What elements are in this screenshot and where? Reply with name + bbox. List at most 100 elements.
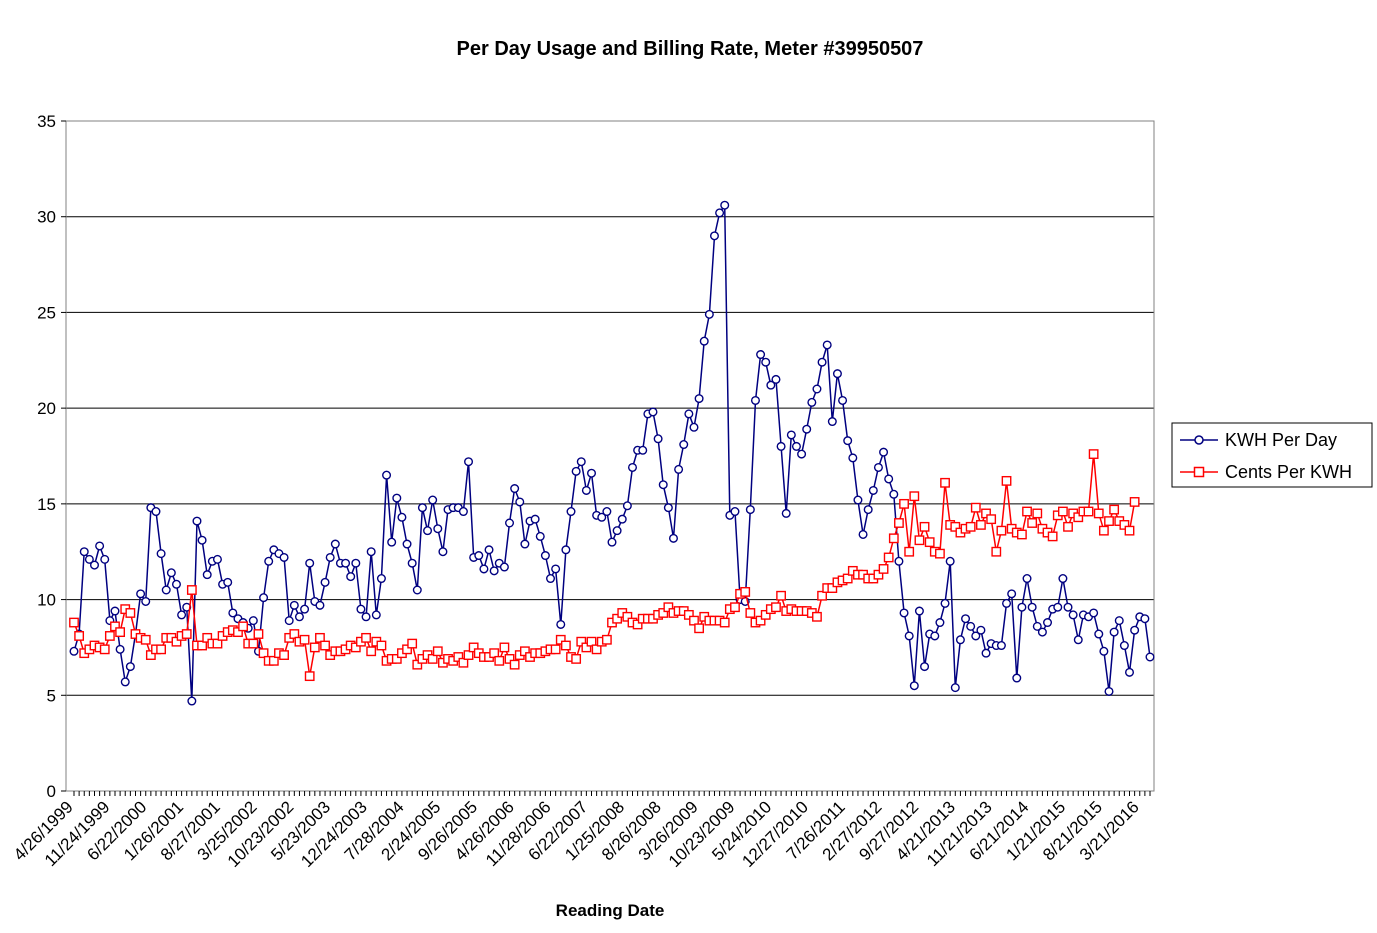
data-point	[519, 646, 530, 657]
data-point	[940, 598, 950, 608]
data-point	[612, 613, 623, 624]
gridlines	[66, 216, 1154, 696]
data-point	[248, 638, 259, 649]
data-point	[212, 638, 223, 649]
data-point	[1104, 516, 1114, 526]
data-point	[74, 631, 85, 641]
data-point	[186, 585, 197, 595]
data-point	[412, 585, 422, 595]
data-point	[1002, 598, 1012, 608]
data-point	[530, 514, 540, 524]
data-point	[309, 642, 320, 653]
data-point	[863, 505, 873, 515]
data-point	[683, 609, 694, 620]
data-point	[520, 539, 530, 549]
y-tick-label: 30	[37, 208, 56, 227]
data-point	[427, 654, 438, 664]
data-point	[899, 498, 909, 509]
data-point	[479, 564, 489, 574]
data-point	[776, 441, 786, 451]
legend-box	[1171, 422, 1373, 488]
data-point	[561, 545, 571, 555]
data-point	[264, 556, 274, 566]
y-axis: 0 5 10 15 20 25 30 35	[37, 112, 66, 801]
data-point	[1057, 506, 1068, 517]
data-point	[268, 655, 279, 666]
data-point	[320, 577, 330, 587]
data-point	[104, 631, 115, 641]
data-point	[279, 552, 289, 562]
data-point	[248, 616, 258, 626]
data-point	[694, 623, 705, 634]
data-point	[510, 484, 520, 494]
data-point	[745, 505, 755, 515]
legend-label-kwh: KWH Per Day	[1225, 430, 1337, 450]
legend-marker-kwh	[1194, 435, 1204, 445]
data-point	[407, 638, 418, 649]
data-point	[474, 551, 484, 561]
data-point	[284, 616, 294, 626]
data-point	[100, 554, 110, 564]
data-point	[838, 395, 848, 405]
data-point	[202, 632, 213, 643]
data-point	[878, 564, 889, 574]
y-tick-label: 35	[37, 112, 56, 131]
data-point	[540, 551, 550, 561]
data-point	[786, 430, 796, 440]
chart-title: Per Day Usage and Billing Rate, Meter #3…	[457, 38, 924, 60]
data-point	[674, 464, 684, 474]
data-point	[802, 424, 812, 434]
data-point	[392, 493, 402, 503]
data-point	[136, 589, 146, 599]
data-point	[883, 552, 894, 563]
data-point	[151, 507, 161, 517]
data-point	[197, 535, 207, 545]
legend-marker-cents	[1193, 466, 1205, 478]
data-point	[171, 579, 181, 589]
data-point	[991, 546, 1002, 557]
data-point	[387, 537, 397, 547]
x-axis-title: Reading Date	[556, 901, 665, 920]
data-point	[115, 627, 126, 638]
data-point	[463, 650, 474, 660]
data-point	[1063, 602, 1073, 612]
data-point	[566, 507, 576, 517]
data-point	[397, 512, 407, 522]
data-point	[304, 671, 315, 682]
data-point	[228, 608, 238, 618]
y-tick-label: 20	[37, 399, 56, 418]
data-point	[924, 537, 935, 548]
data-point	[371, 610, 381, 620]
data-point	[177, 610, 187, 620]
data-point	[110, 606, 120, 616]
data-point	[709, 231, 719, 241]
data-point	[919, 521, 930, 532]
data-point	[848, 453, 858, 463]
data-point	[1125, 667, 1135, 677]
data-point	[607, 537, 617, 547]
data-point	[468, 642, 479, 653]
data-point	[366, 646, 377, 657]
series-layer	[69, 200, 1155, 706]
data-point	[760, 609, 771, 620]
data-point	[95, 541, 105, 551]
data-point	[766, 380, 776, 390]
data-point	[879, 447, 889, 457]
data-point	[679, 440, 689, 450]
data-point	[904, 631, 914, 641]
data-point	[873, 462, 883, 472]
data-point	[351, 558, 361, 568]
data-point	[689, 615, 699, 626]
data-point	[807, 397, 817, 407]
data-point	[1140, 614, 1150, 624]
data-point	[842, 573, 853, 584]
data-point	[827, 417, 837, 427]
data-point	[730, 602, 740, 613]
data-point	[612, 526, 622, 536]
data-point	[899, 608, 909, 618]
data-point	[632, 619, 643, 630]
data-point	[832, 369, 842, 379]
data-point	[812, 384, 822, 394]
data-point	[1130, 625, 1140, 635]
data-point	[745, 608, 756, 618]
